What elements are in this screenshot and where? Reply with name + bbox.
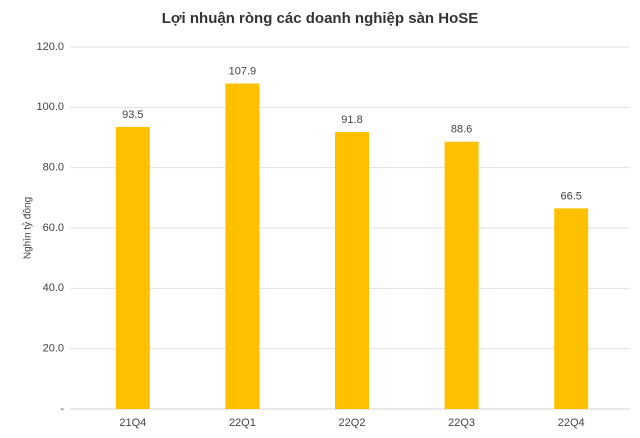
data-label: 66.5 [560, 190, 581, 202]
data-label: 93.5 [122, 109, 143, 121]
y-tick-label: 40.0 [43, 282, 64, 294]
data-label: 91.8 [341, 114, 362, 126]
bar [115, 126, 150, 410]
x-tick-label: 21Q4 [119, 417, 146, 429]
y-tick-label: 20.0 [43, 343, 64, 355]
bar [444, 141, 479, 409]
x-tick-label: 22Q1 [229, 417, 256, 429]
data-label: 107.9 [229, 65, 257, 77]
y-tick-label: 80.0 [43, 162, 64, 174]
bar [335, 132, 369, 409]
x-tick-label: 22Q3 [448, 417, 475, 429]
chart-title: Lợi nhuận ròng các doanh nghiệp sàn HoSE [162, 10, 479, 27]
y-axis-label: Nghìn tỷ đồng [22, 197, 34, 259]
bar [554, 208, 589, 409]
y-tick-label: 120.0 [36, 41, 64, 53]
y-tick-label: 100.0 [36, 101, 64, 113]
x-tick-label: 22Q4 [558, 417, 585, 429]
data-label: 88.6 [451, 124, 472, 136]
x-tick-label: 22Q2 [339, 417, 366, 429]
y-tick-label: 60.0 [43, 222, 64, 234]
y-tick-label: - [60, 403, 64, 415]
bar [225, 83, 260, 410]
